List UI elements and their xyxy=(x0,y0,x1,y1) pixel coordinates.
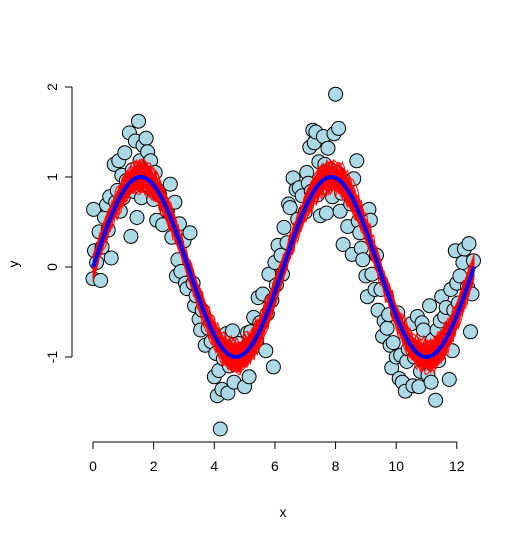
data-point xyxy=(379,320,395,336)
data-point xyxy=(129,210,145,225)
data-point xyxy=(349,153,365,169)
data-point xyxy=(138,130,154,146)
data-point xyxy=(461,236,477,252)
y-tick-label: 2 xyxy=(44,83,60,91)
data-point xyxy=(441,372,457,387)
x-tick-label: 10 xyxy=(388,458,404,474)
data-point xyxy=(225,323,240,339)
data-point xyxy=(335,237,351,252)
data-point xyxy=(385,335,401,351)
data-point xyxy=(320,140,336,156)
data-point xyxy=(423,374,439,390)
data-point xyxy=(241,369,257,385)
x-axis-title: x xyxy=(280,504,287,520)
data-point xyxy=(276,219,292,235)
x-tick-label: 4 xyxy=(210,458,218,474)
mean-line xyxy=(91,175,476,359)
data-point xyxy=(282,200,298,216)
data-point xyxy=(93,273,109,288)
x-axis: 0 2 4 6 8 10 12 xyxy=(89,441,465,474)
data-point xyxy=(123,228,139,244)
data-point xyxy=(258,343,274,359)
y-axis-title: y xyxy=(5,261,21,268)
data-point xyxy=(212,421,228,437)
x-tick-label: 6 xyxy=(271,458,279,474)
y-axis: -1 0 1 2 xyxy=(44,83,73,364)
data-point xyxy=(331,120,347,136)
mean-curve xyxy=(91,175,476,359)
data-point xyxy=(428,392,444,408)
data-point xyxy=(265,359,281,375)
data-point xyxy=(463,324,478,340)
data-point xyxy=(131,113,146,129)
data-point xyxy=(117,145,133,161)
x-tick-label: 0 xyxy=(89,458,97,474)
x-tick-label: 8 xyxy=(332,458,340,474)
data-point xyxy=(103,250,119,266)
x-tick-label: 12 xyxy=(449,458,465,474)
y-tick-label: 0 xyxy=(44,263,60,271)
data-point xyxy=(355,252,371,268)
data-point xyxy=(422,298,438,314)
data-point xyxy=(319,205,334,221)
data-point xyxy=(162,176,178,192)
x-tick-label: 2 xyxy=(150,458,158,474)
y-tick-label: -1 xyxy=(44,351,60,364)
y-tick-label: 1 xyxy=(44,173,60,181)
data-point xyxy=(182,225,198,241)
data-point xyxy=(332,203,348,219)
data-point xyxy=(328,86,344,102)
